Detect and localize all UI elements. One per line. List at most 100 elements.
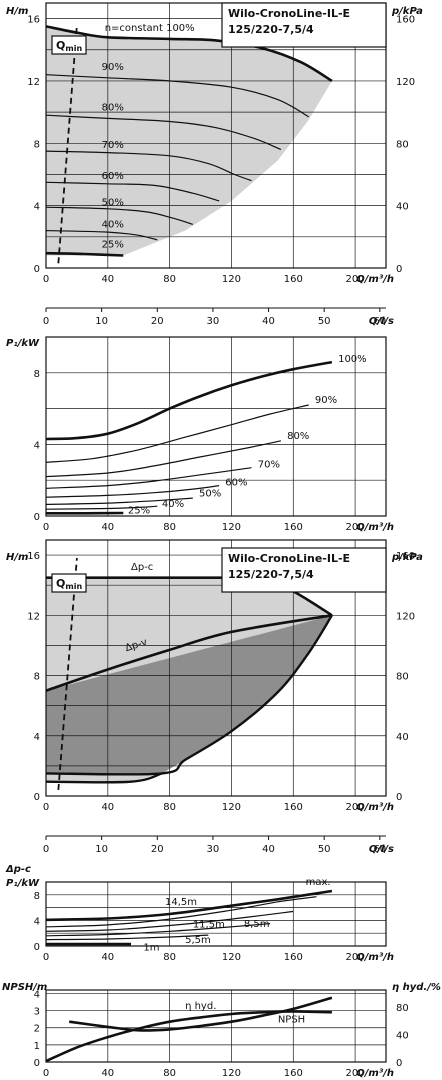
series-label: 11,5m	[193, 919, 225, 930]
series-label: 100%	[338, 354, 367, 365]
y-tick-label: 8	[34, 891, 40, 902]
y-right-tick-label: 80	[396, 1003, 409, 1014]
x-tick-label: 80	[163, 274, 176, 285]
series-line-40-	[45, 230, 158, 241]
series-label: 40%	[162, 499, 184, 510]
x-tick-label: 160	[284, 274, 303, 285]
y-tick-label: 3	[34, 1007, 40, 1018]
x-tick-label: 40	[101, 952, 114, 963]
series-line-100-	[45, 360, 333, 441]
series-line-25-	[45, 251, 124, 257]
y-tick-label: 16	[27, 15, 40, 26]
x-tick-label: 160	[284, 522, 303, 533]
plot-frame	[45, 539, 387, 797]
series-label: 80%	[287, 431, 309, 442]
y-right-tick-label: 40	[396, 732, 409, 743]
chart-p1-control: 0 40 80 120 160 200 0 4 8 max. 14,5m 11,5m 8,5m 5,5m 1…	[5, 864, 394, 963]
x-tick-label: 200	[346, 522, 365, 533]
series-line-50-	[45, 206, 193, 225]
y-tick-label: 4	[34, 989, 40, 1000]
x2-tick-label: 0	[43, 316, 49, 327]
x2-tick-label: 30	[207, 844, 220, 855]
y-right-tick-label: 120	[396, 77, 415, 88]
x-axis-label: Q/m³/h	[356, 274, 394, 285]
x2-tick-label: 20	[151, 316, 164, 327]
y-tick-label: 4	[34, 732, 40, 743]
label-dp-c: Δp-c	[131, 562, 153, 573]
series-line-90-	[45, 404, 309, 463]
qmin-subscript: min	[65, 44, 82, 53]
y-tick-label: 0	[34, 512, 40, 523]
x2-tick-label: 60	[373, 844, 386, 855]
title-box	[221, 547, 387, 593]
title-box	[221, 2, 387, 48]
series-label: 60%	[102, 171, 124, 182]
x-tick-label: 200	[346, 802, 365, 813]
y-tick-label: 8	[34, 139, 40, 150]
series-label: NPSH	[278, 1015, 305, 1026]
series-line-60-	[45, 485, 220, 498]
x2-tick-label: 10	[95, 316, 108, 327]
operating-area	[46, 26, 332, 256]
series-line-max-	[45, 889, 333, 922]
qmin-subscript: min	[65, 582, 82, 591]
x2-tick-label: 0	[43, 844, 49, 855]
x-tick-label: 40	[101, 1068, 114, 1079]
x-tick-label: 200	[346, 1068, 365, 1079]
series-label: 5,5m	[185, 935, 211, 946]
y-tick-label: 16	[27, 551, 40, 562]
series-line-5-5m	[45, 934, 209, 941]
x-tick-label: 120	[222, 802, 241, 813]
x-tick-label: 80	[163, 522, 176, 533]
x-tick-label: 200	[346, 952, 365, 963]
title-line-1: Wilo-CronoLine-IL-E	[228, 552, 350, 565]
series-line-70-	[45, 150, 252, 182]
y-right-tick-label: 0	[396, 1058, 402, 1069]
y-right-axis-label: η hyd./%	[392, 982, 441, 993]
qmin-box	[51, 573, 87, 593]
chart-qh-control: 04080120160200048121604080120160Δp-cmax.…	[6, 539, 423, 855]
y-axis-label-2: P₁/kW	[6, 878, 40, 889]
series-label: 90%	[102, 62, 124, 73]
y-axis-label: Δp-c	[5, 864, 31, 875]
y-tick-label: 4	[34, 202, 40, 213]
y-right-tick-label: 0	[396, 792, 402, 803]
title-line-2: 125/220-7,5/4	[228, 23, 314, 36]
series-label: 25%	[128, 505, 150, 516]
series-label: 70%	[102, 140, 124, 151]
x2-tick-label: 20	[151, 844, 164, 855]
x-axis-label: Q/m³/h	[356, 522, 394, 533]
x2-tick-label: 30	[207, 316, 220, 327]
x2-tick-label: 10	[95, 844, 108, 855]
y-tick-label: 2	[34, 1024, 40, 1035]
y-right-tick-label: 0	[396, 264, 402, 275]
x-tick-label: 40	[101, 274, 114, 285]
x2-tick-label: 50	[318, 844, 331, 855]
series-line-NPSH	[69, 996, 333, 1032]
x-tick-label: 80	[163, 952, 176, 963]
series-label: η hyd.	[185, 1001, 216, 1012]
x-tick-label: 120	[222, 274, 241, 285]
series-label: 90%	[315, 395, 337, 406]
series-line-14-5m	[45, 896, 317, 928]
y-right-tick-label: 160	[396, 551, 415, 562]
min-bottom-line	[45, 772, 163, 784]
series-label: 50%	[102, 198, 124, 209]
y-tick-label: 0	[34, 942, 40, 953]
dpv-line	[45, 614, 333, 692]
y-axis-label: P₁/kW	[6, 338, 40, 349]
x-tick-label: 0	[43, 274, 49, 285]
chart-qh-speed: 0 40 80 120 160 200048121604080120160n=consta…	[6, 2, 423, 327]
x-tick-label: 0	[43, 802, 49, 813]
y-tick-label: 0	[34, 792, 40, 803]
qmin-box	[51, 35, 87, 55]
series-line-90-	[45, 74, 309, 118]
title-line-1: Wilo-CronoLine-IL-E	[228, 7, 350, 20]
x2-axis-label: Q/l/s	[369, 316, 394, 327]
min-line	[45, 614, 333, 776]
series-label: 25%	[102, 240, 124, 251]
x-tick-label: 0	[43, 522, 49, 533]
x-tick-label: 0	[43, 952, 49, 963]
series-label: 1m	[143, 942, 159, 953]
